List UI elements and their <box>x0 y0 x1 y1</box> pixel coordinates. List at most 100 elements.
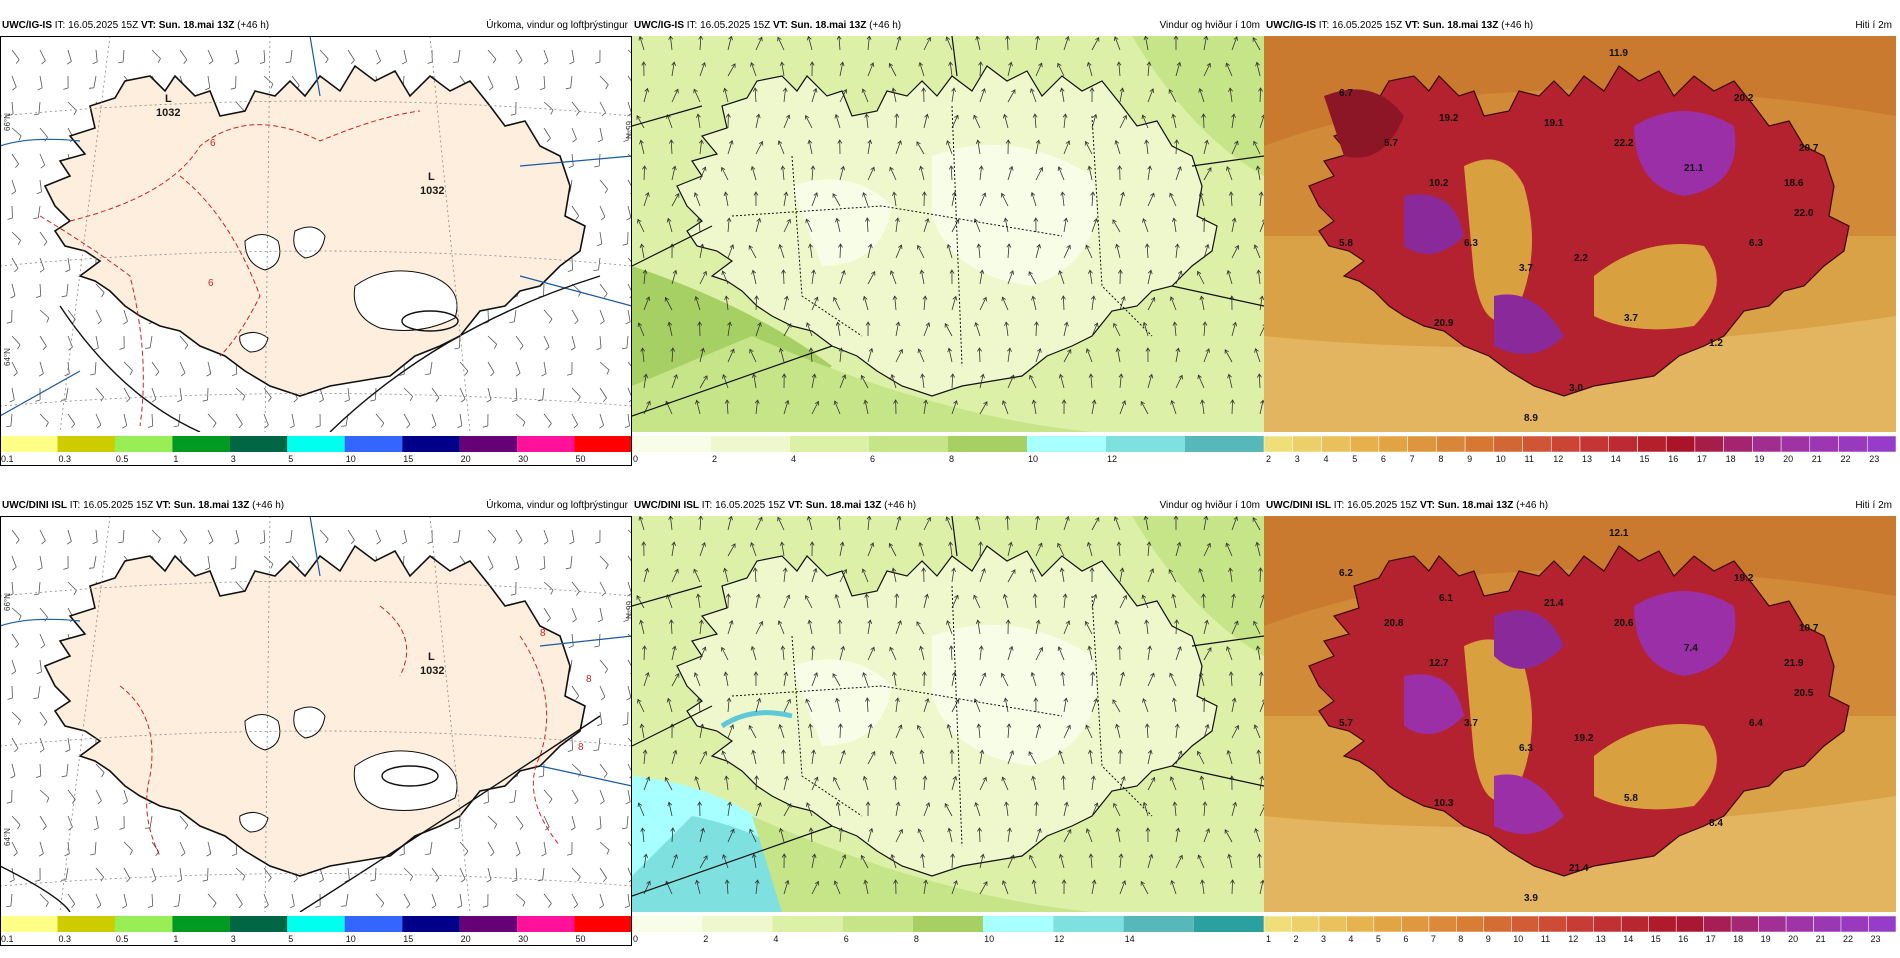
colorbar-swatch <box>790 436 869 452</box>
valid-time: Sun. 18.mai 13Z <box>806 500 882 511</box>
wind-barb-flag <box>89 88 94 89</box>
colorbar-tick-label: 9 <box>1467 454 1472 464</box>
colorbar-tick-label: 15 <box>1640 454 1650 464</box>
colorbar-tick-label: 6 <box>870 454 875 464</box>
valid-label: VT: <box>1405 20 1420 31</box>
colorbar-swatch <box>402 436 460 452</box>
wind-map[interactable] <box>632 36 1264 432</box>
colorbar-tick-label: 10 <box>1513 934 1523 944</box>
colorbar-swatch <box>172 916 230 932</box>
temp-value-label: 20.9 <box>1434 318 1454 329</box>
colorbar-swatch <box>1124 916 1194 932</box>
precip-contour-label: 6 <box>210 138 216 149</box>
temp-value-label: 3.7 <box>1464 718 1478 729</box>
colorbar-tick-label: 10 <box>346 454 356 464</box>
temp-value-label: 6.7 <box>1339 88 1353 99</box>
precip-panel-top: UWC/IG-IS IT: 16.05.2025 15Z VT: Sun. 18… <box>0 16 632 478</box>
pressure-value: 1032 <box>420 665 444 677</box>
colorbar-tick-label: 3 <box>1321 934 1326 944</box>
lat-label: 66°N <box>624 601 632 619</box>
colorbar-swatch <box>983 916 1053 932</box>
colorbar-tick-label: 17 <box>1697 454 1707 464</box>
temp-value-label: 6.3 <box>1464 238 1478 249</box>
colorbar-swatch <box>1027 436 1106 452</box>
colorbar-swatch <box>0 916 58 932</box>
temp-value-label: 19.2 <box>1439 113 1459 124</box>
wind-barb <box>488 790 489 802</box>
valid-label: VT: <box>773 20 788 31</box>
colorbar-tick-label: 13 <box>1582 454 1592 464</box>
colorbar-tick-label: 19 <box>1754 454 1764 464</box>
pressure-value: 1032 <box>156 107 180 119</box>
colorbar-swatch <box>1408 436 1437 452</box>
colorbar-tick-label: 5 <box>1352 454 1357 464</box>
valid-time: Sun. 18.mai 13Z <box>174 500 250 511</box>
wind-map[interactable] <box>632 516 1264 912</box>
colorbar-swatch <box>1759 916 1787 932</box>
colorbar-swatch <box>1566 916 1594 932</box>
temp-value-label: 19.2 <box>1574 733 1594 744</box>
colorbar-swatch <box>1053 916 1123 932</box>
panel-header: UWC/DINI ISL IT: 16.05.2025 15Z VT: Sun.… <box>632 496 1264 516</box>
temp-value-label: 2.2 <box>1574 253 1588 264</box>
colorbar-swatch <box>0 436 58 452</box>
precip-map[interactable]: L 1032 L 1032 6 6 66°N 64°N 65°N <box>0 36 632 432</box>
colorbar-tick-label: 30 <box>518 934 528 944</box>
colorbar-tick-label: 20 <box>1783 454 1793 464</box>
valid-label: VT: <box>788 500 803 511</box>
temp-value-label: 7.4 <box>1684 643 1698 654</box>
wind-barb-flag <box>61 400 66 401</box>
colorbar-tick-label: 19 <box>1761 934 1771 944</box>
temp-value-label: 5.8 <box>1339 238 1353 249</box>
colorbar-tick-label: 3 <box>231 934 236 944</box>
colorbar-tick-label: 0.1 <box>1 454 14 464</box>
colorbar-tick-label: 7 <box>1410 454 1415 464</box>
colorbar-swatch <box>1484 916 1512 932</box>
colorbar-tick-label: 14 <box>1611 454 1621 464</box>
valid-time: Sun. 18.mai 13Z <box>159 20 235 31</box>
colorbar-tick-label: 12 <box>1107 454 1117 464</box>
lead-time: (+46 h) <box>869 20 901 31</box>
panel-title: Vindur og hviður í 10m <box>1160 496 1260 516</box>
colorbar-tick-label: 23 <box>1871 934 1881 944</box>
colorbar-tick-label: 2 <box>703 934 708 944</box>
colorbar-tick-label: 6 <box>844 934 849 944</box>
colorbar-swatch <box>1841 916 1869 932</box>
lead-time: (+46 h) <box>237 20 269 31</box>
colorbar-tick-label: 11 <box>1525 454 1534 464</box>
colorbar-tick-label: 10 <box>1028 454 1038 464</box>
valid-label: VT: <box>141 20 156 31</box>
colorbar-swatch <box>1580 436 1609 452</box>
temp-value-label: 3.7 <box>1624 313 1638 324</box>
temp-value-label: 18.6 <box>1784 178 1804 189</box>
temp-value-label: 12.1 <box>1609 528 1629 539</box>
lat-label: 64°N <box>3 348 12 366</box>
colorbar-tick-label: 20 <box>1788 934 1798 944</box>
model-name: UWC/DINI ISL <box>634 500 699 511</box>
colorbar-tick-label: 5 <box>288 934 293 944</box>
colorbar-swatch <box>1649 916 1677 932</box>
temp-value-label: 22.0 <box>1794 208 1814 219</box>
colorbar-swatch <box>1621 916 1649 932</box>
colorbar-tick-label: 8 <box>914 934 919 944</box>
colorbar-swatch <box>869 436 948 452</box>
temp-value-label: 11.9 <box>1609 48 1628 59</box>
precip-map[interactable]: L 1032 8 8 8 66°N 64°N 66°N <box>0 516 632 912</box>
temp-value-label: 20.6 <box>1614 618 1634 629</box>
lead-time: (+46 h) <box>252 500 284 511</box>
temp-value-label: 6.4 <box>1749 718 1763 729</box>
wind-panel-bottom: UWC/DINI ISL IT: 16.05.2025 15Z VT: Sun.… <box>632 496 1264 958</box>
temp-value-label: 6.1 <box>1439 593 1453 604</box>
colorbar-tick-label: 16 <box>1678 934 1688 944</box>
model-name: UWC/DINI ISL <box>2 500 67 511</box>
colorbar-tick-label: 1 <box>1266 934 1271 944</box>
temp-value-label: 10.3 <box>1434 798 1454 809</box>
colorbar-swatch <box>843 916 913 932</box>
precip-map-svg: L 1032 8 8 8 66°N 64°N 66°N <box>0 516 632 912</box>
temp-panel-bottom: UWC/DINI ISL IT: 16.05.2025 15Z VT: Sun.… <box>1264 496 1896 958</box>
colorbar-swatch <box>1185 436 1264 452</box>
colorbar-tick-label: 15 <box>1651 934 1661 944</box>
colorbar-swatch <box>1781 436 1810 452</box>
